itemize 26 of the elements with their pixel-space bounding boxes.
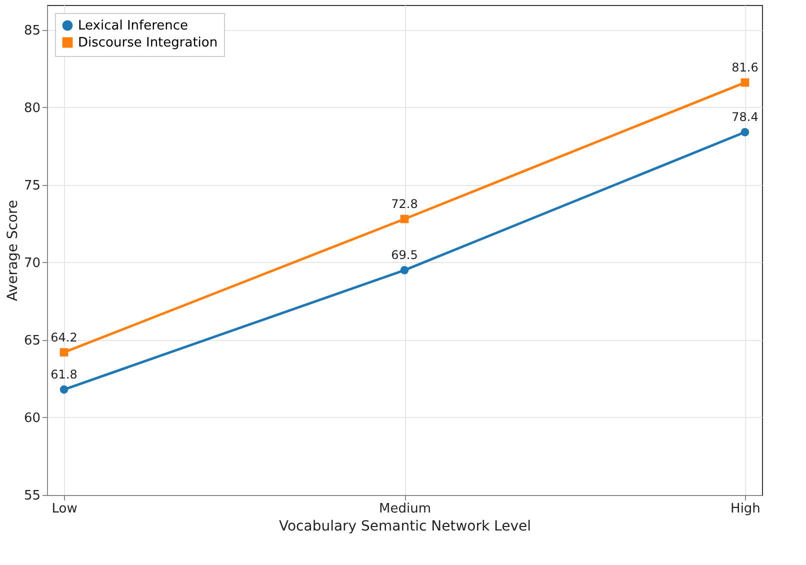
data-label: 78.4 bbox=[732, 110, 758, 124]
point bbox=[740, 128, 750, 136]
y-axis-title: Average Score bbox=[4, 200, 21, 302]
y-tick-label: 65 bbox=[24, 333, 40, 348]
y-tick-label: 60 bbox=[24, 410, 40, 426]
point bbox=[400, 214, 409, 224]
point bbox=[60, 385, 68, 394]
data-label: 72.8 bbox=[391, 196, 418, 211]
data-label: 81.6 bbox=[732, 60, 758, 75]
y-tick-label: 80 bbox=[24, 100, 40, 116]
y-tick-label: 85 bbox=[24, 23, 40, 38]
data-label: 61.8 bbox=[50, 368, 78, 382]
x-tick-label: Low bbox=[52, 502, 78, 516]
point bbox=[400, 266, 409, 274]
point bbox=[60, 348, 68, 357]
y-tick-label: 70 bbox=[24, 256, 40, 271]
y-tick-label: 75 bbox=[24, 178, 40, 194]
legend-label: Discourse Integration bbox=[78, 36, 218, 50]
data-label: 64.2 bbox=[50, 330, 78, 344]
legend-label: Lexical Inference bbox=[78, 18, 188, 34]
x-axis-title: Vocabulary Semantic Network Level bbox=[278, 518, 532, 534]
point bbox=[740, 78, 750, 87]
x-tick-label: High bbox=[730, 502, 760, 516]
y-tick-label: 55 bbox=[24, 488, 40, 504]
x-tick-label: Medium bbox=[379, 502, 431, 516]
data-label: 69.5 bbox=[391, 248, 418, 262]
